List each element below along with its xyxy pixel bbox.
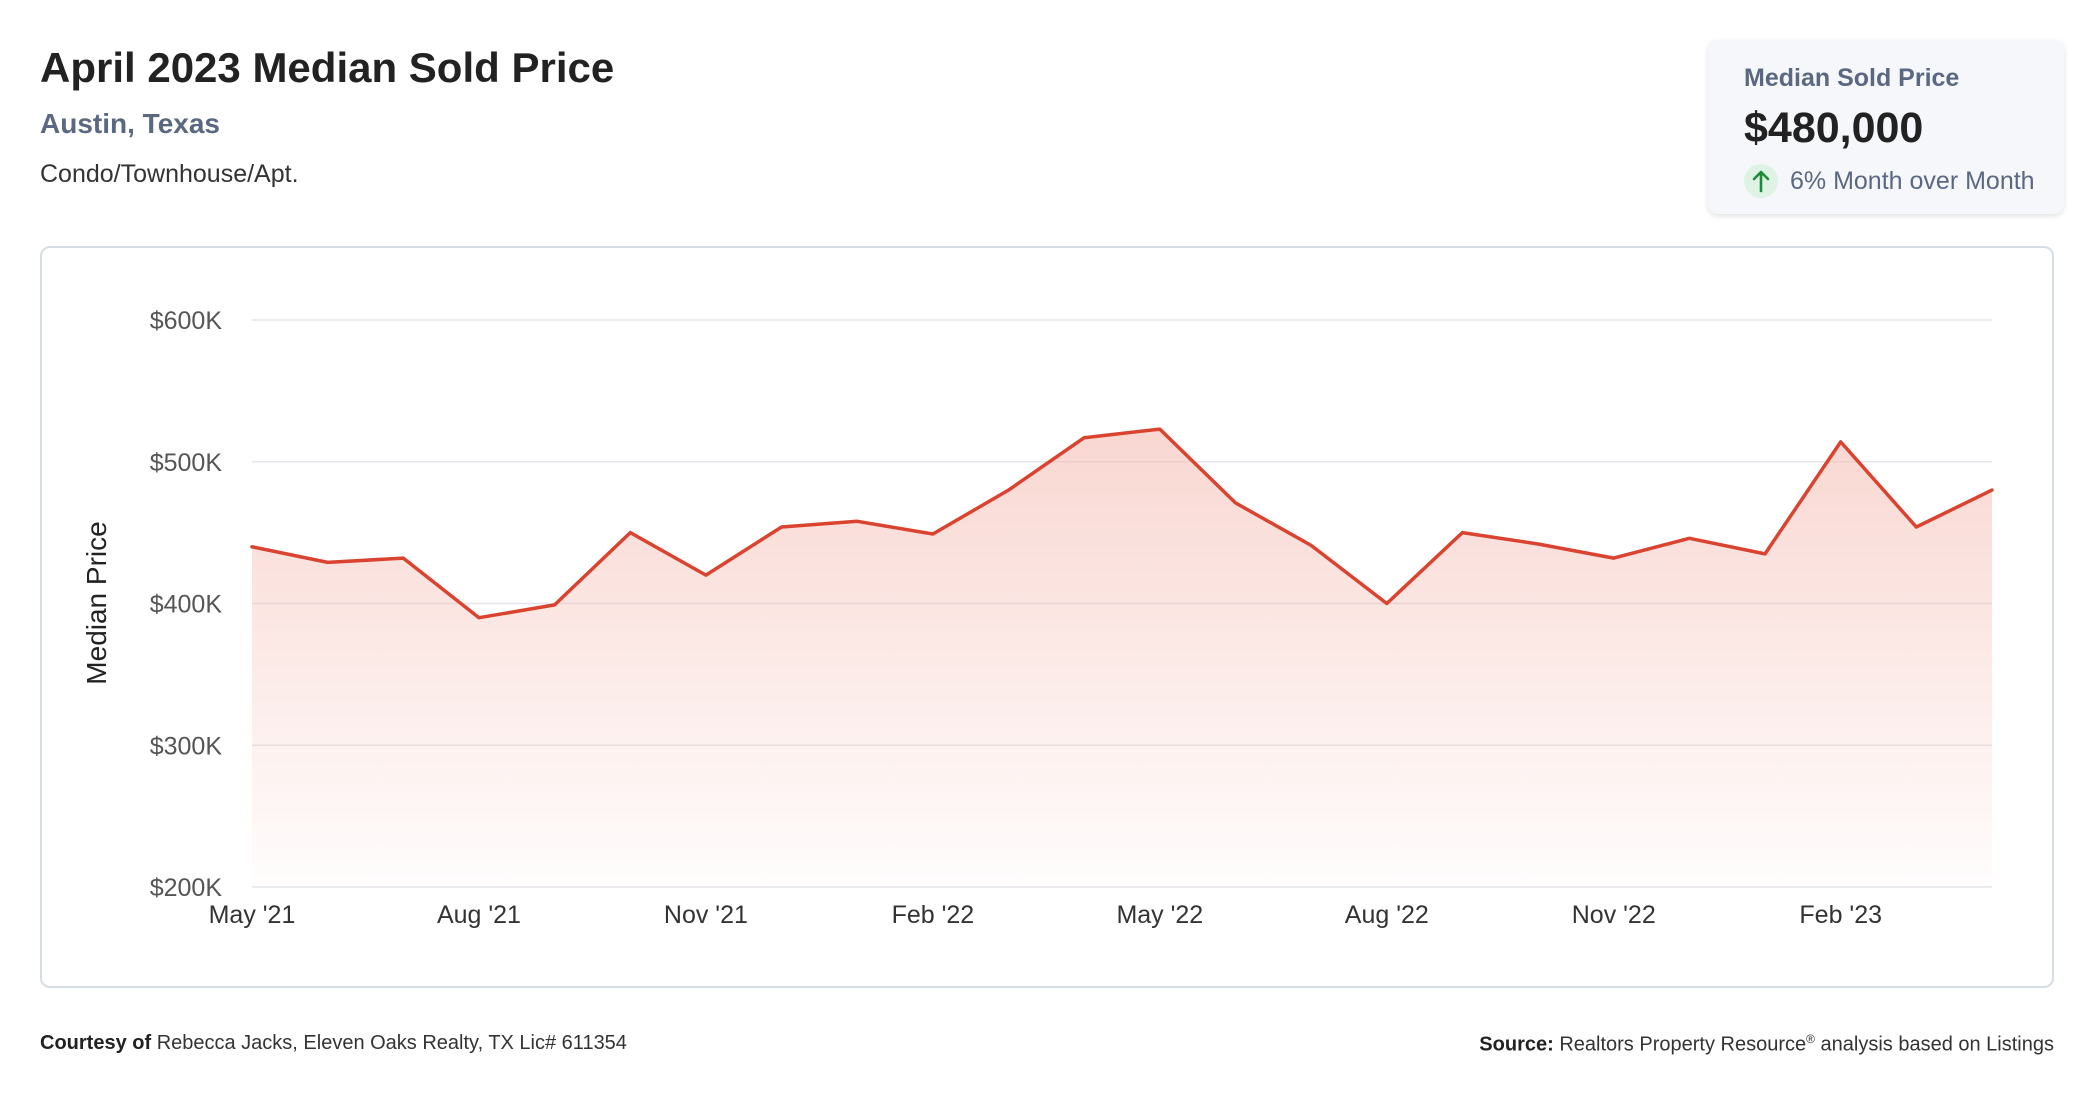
kpi-label: Median Sold Price [1744, 64, 1960, 92]
y-tick-label: $200K [150, 874, 223, 902]
source-suffix: analysis based on Listings [1820, 1033, 2054, 1056]
courtesy-footer: Courtesy of Rebecca Jacks, Eleven Oaks R… [40, 1032, 627, 1055]
price-chart: $600K $500K $400K $300K $200K May '21 Aug '21… [81, 307, 1994, 929]
location-subtitle: Austin, Texas [40, 108, 220, 139]
y-tick-label: $600K [150, 307, 223, 335]
source-footer: Source: Realtors Property Resource® anal… [1479, 1032, 2054, 1057]
page-title: April 2023 Median Sold Price [40, 44, 615, 91]
kpi-change: 6% Month over Month [1744, 164, 2035, 198]
price-area [252, 429, 1992, 887]
source-text: Realtors Property Resource [1559, 1033, 1807, 1056]
arrow-up-icon [1744, 164, 1778, 198]
courtesy-text: Rebecca Jacks, Eleven Oaks Realty, TX Li… [156, 1032, 627, 1054]
y-tick-label: $300K [150, 732, 223, 760]
courtesy-label: Courtesy of [40, 1032, 152, 1054]
x-tick-label: Aug '21 [437, 901, 521, 929]
x-tick-label: Feb '22 [892, 901, 975, 929]
kpi-value: $480,000 [1744, 104, 1924, 152]
source-label: Source: [1479, 1033, 1554, 1056]
x-tick-label: Nov '22 [1572, 901, 1656, 929]
y-tick-label: $400K [150, 591, 223, 619]
x-tick-label: May '22 [1116, 901, 1203, 929]
y-axis-title: Median Price [81, 521, 112, 684]
price-line [250, 427, 1994, 620]
registered-mark: ® [1806, 1032, 1815, 1046]
kpi-change-text: 6% Month over Month [1790, 166, 2035, 195]
chart-card: $600K $500K $400K $300K $200K May '21 Aug '21… [40, 246, 2054, 988]
kpi-card: Median Sold Price $480,000 6% Month over… [1708, 40, 2064, 214]
property-type: Condo/Townhouse/Apt. [40, 160, 299, 188]
x-tick-label: May '21 [209, 901, 296, 929]
x-tick-label: Nov '21 [664, 901, 748, 929]
x-tick-label: Aug '22 [1345, 901, 1429, 929]
y-tick-label: $500K [150, 449, 223, 477]
x-tick-label: Feb '23 [1799, 901, 1882, 929]
